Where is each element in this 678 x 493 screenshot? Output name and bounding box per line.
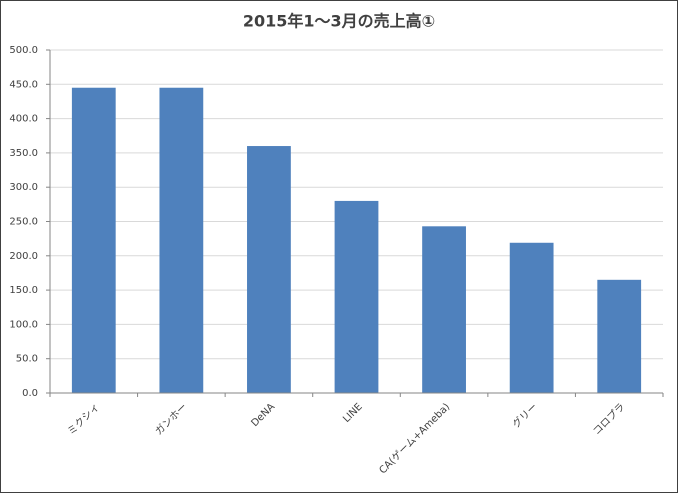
y-tick-label: 0.0: [22, 388, 38, 399]
bar: [159, 87, 204, 393]
y-tick-label: 450.0: [9, 79, 38, 90]
y-tick-label: 150.0: [9, 285, 38, 296]
bar: [334, 200, 379, 393]
y-tick-label: 400.0: [9, 114, 38, 125]
bar: [422, 226, 466, 393]
y-tick-label: 350.0: [9, 148, 38, 159]
bar: [597, 279, 642, 393]
bar: [71, 87, 116, 393]
y-tick-label: 250.0: [9, 217, 38, 228]
chart-title: 2015年1〜3月の売上高①: [243, 12, 435, 31]
bar: [509, 242, 554, 393]
y-tick-label: 500.0: [9, 45, 38, 56]
y-tick-label: 100.0: [9, 319, 38, 330]
y-tick-label: 200.0: [9, 251, 38, 262]
bar: [247, 146, 291, 393]
y-tick-label: 50.0: [16, 354, 38, 365]
y-tick-label: 300.0: [9, 182, 38, 193]
